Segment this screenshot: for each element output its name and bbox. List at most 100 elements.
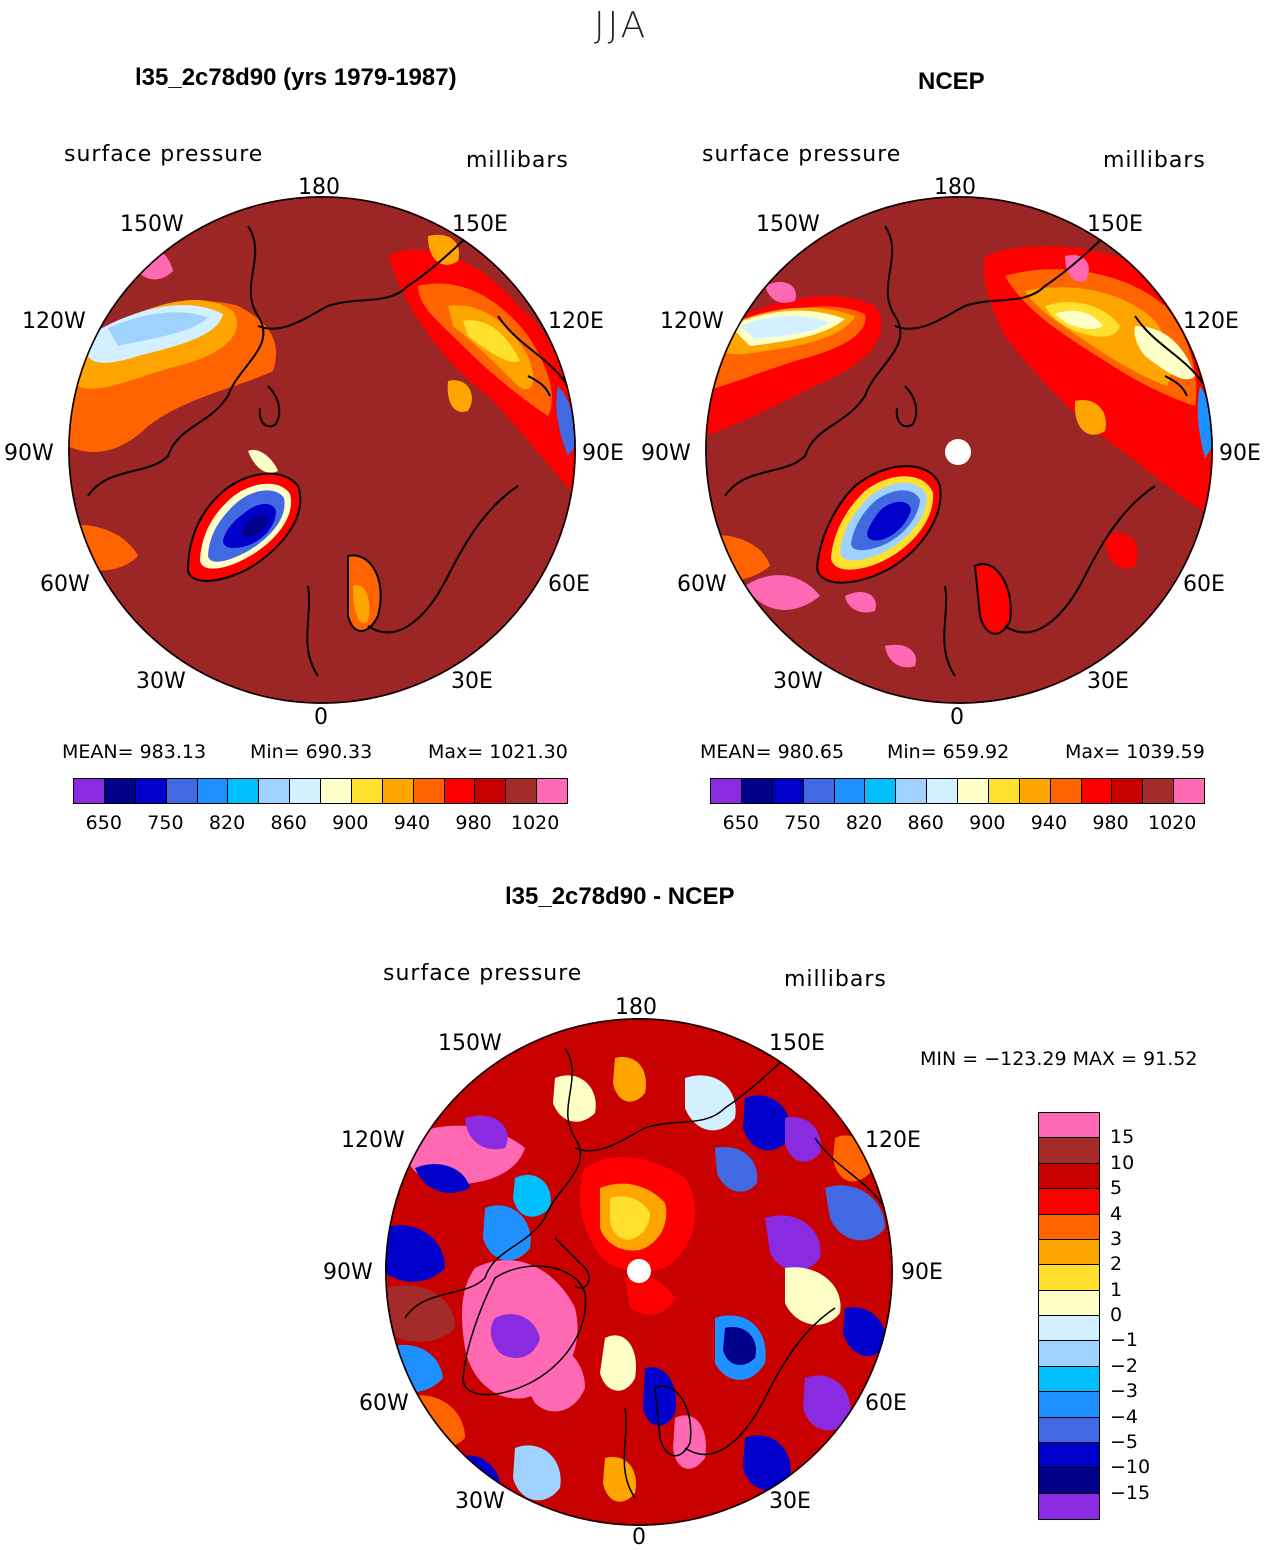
colorbar-swatch xyxy=(1039,1392,1099,1418)
colorbar-tick-label: 900 xyxy=(332,812,369,834)
colorbar-tick-label: 1 xyxy=(1110,1278,1123,1301)
colorbar-swatch xyxy=(1039,1138,1099,1164)
colorbar-tick-label: 15 xyxy=(1110,1126,1135,1149)
model-colorbar xyxy=(73,778,568,804)
colorbar-tick-label: −10 xyxy=(1110,1456,1151,1479)
colorbar-tick-label: 650 xyxy=(722,812,759,834)
diff-units-label: millibars xyxy=(784,967,887,992)
model-lon-150w-label: 150W xyxy=(120,212,184,237)
model-lon-90e-label: 90E xyxy=(582,441,624,466)
diff-lon-0-label: 0 xyxy=(632,1525,646,1550)
obs-lon-120e-label: 120E xyxy=(1183,309,1239,334)
model-mean-stat: MEAN= 983.13 xyxy=(62,741,207,763)
colorbar-swatch xyxy=(1039,1316,1099,1342)
obs-colorbar xyxy=(710,778,1205,804)
colorbar-tick-label: −1 xyxy=(1110,1329,1139,1352)
colorbar-swatch xyxy=(1174,779,1204,803)
colorbar-swatch xyxy=(290,779,321,803)
colorbar-swatch xyxy=(896,779,928,803)
colorbar-swatch xyxy=(1039,1214,1099,1240)
colorbar-tick-label: −2 xyxy=(1110,1354,1139,1377)
colorbar-swatch xyxy=(197,779,229,803)
obs-mean-stat: MEAN= 980.65 xyxy=(700,741,845,763)
colorbar-swatch xyxy=(1039,1265,1099,1291)
model-max-stat: Max= 1021.30 xyxy=(428,741,568,763)
colorbar-swatch xyxy=(74,779,105,803)
colorbar-swatch xyxy=(1039,1113,1099,1139)
colorbar-swatch xyxy=(135,779,167,803)
model-variable-label: surface pressure xyxy=(64,142,264,167)
colorbar-swatch xyxy=(1039,1442,1099,1469)
obs-lon-90w-label: 90W xyxy=(641,441,691,466)
obs-polar-map xyxy=(705,196,1213,704)
colorbar-swatch xyxy=(988,779,1020,803)
model-panel-title: l35_2c78d90 (yrs 1979-1987) xyxy=(135,64,457,91)
colorbar-tick-label: 650 xyxy=(85,812,122,834)
colorbar-tick-label: −5 xyxy=(1110,1430,1139,1453)
colorbar-tick-label: 3 xyxy=(1110,1227,1123,1250)
model-lon-90w-label: 90W xyxy=(4,441,54,466)
colorbar-swatch xyxy=(537,779,567,803)
colorbar-swatch xyxy=(1039,1290,1099,1316)
colorbar-swatch xyxy=(1039,1468,1099,1494)
colorbar-swatch xyxy=(711,779,742,803)
model-lon-120e-label: 120E xyxy=(548,309,604,334)
colorbar-tick-label: 980 xyxy=(1092,812,1129,834)
colorbar-tick-label: 820 xyxy=(845,812,883,834)
colorbar-swatch xyxy=(1039,1239,1099,1266)
model-lon-60e-label: 60E xyxy=(548,572,590,597)
diff-polar-map xyxy=(385,1018,893,1526)
obs-units-label: millibars xyxy=(1103,148,1206,173)
obs-lon-150e-label: 150E xyxy=(1087,212,1143,237)
model-lon-150e-label: 150E xyxy=(452,212,508,237)
colorbar-tick-label: 750 xyxy=(784,812,821,834)
colorbar-tick-label: 1020 xyxy=(1148,812,1197,834)
diff-colorbar xyxy=(1038,1112,1100,1520)
colorbar-swatch xyxy=(1039,1189,1099,1215)
obs-lon-0-label: 0 xyxy=(950,705,964,730)
season-title: JJA xyxy=(594,5,649,46)
diff-lon-60w-label: 60W xyxy=(359,1391,409,1416)
model-min-stat: Min= 690.33 xyxy=(250,741,373,763)
diff-lon-30w-label: 30W xyxy=(455,1489,505,1514)
colorbar-tick-label: 0 xyxy=(1110,1304,1123,1326)
colorbar-swatch xyxy=(1112,779,1144,803)
model-units-label: millibars xyxy=(466,148,569,173)
colorbar-swatch xyxy=(259,779,291,803)
colorbar-tick-label: 10 xyxy=(1110,1151,1135,1174)
diff-lon-180-label: 180 xyxy=(615,995,657,1020)
model-lon-180-label: 180 xyxy=(298,175,340,200)
obs-lon-90e-label: 90E xyxy=(1219,441,1261,466)
diff-variable-label: surface pressure xyxy=(383,961,583,986)
colorbar-tick-label: 940 xyxy=(1030,812,1068,834)
obs-panel-title: NCEP xyxy=(918,68,985,95)
diff-lon-150e-label: 150E xyxy=(769,1031,825,1056)
colorbar-swatch xyxy=(1039,1417,1099,1443)
colorbar-tick-label: 860 xyxy=(270,812,307,834)
obs-lon-150w-label: 150W xyxy=(756,212,820,237)
colorbar-swatch xyxy=(444,779,476,803)
obs-variable-label: surface pressure xyxy=(702,142,902,167)
obs-lon-60e-label: 60E xyxy=(1183,572,1225,597)
obs-lon-60w-label: 60W xyxy=(677,572,727,597)
diff-lon-60e-label: 60E xyxy=(865,1391,907,1416)
colorbar-swatch xyxy=(1039,1163,1099,1190)
colorbar-swatch xyxy=(772,779,804,803)
model-polar-map xyxy=(68,196,576,704)
colorbar-swatch xyxy=(834,779,866,803)
colorbar-swatch xyxy=(166,779,198,803)
colorbar-swatch xyxy=(382,779,414,803)
colorbar-tick-label: 1020 xyxy=(511,812,560,834)
colorbar-swatch xyxy=(228,779,260,803)
colorbar-tick-label: 820 xyxy=(208,812,246,834)
diff-lon-120e-label: 120E xyxy=(865,1128,921,1153)
obs-lon-30w-label: 30W xyxy=(773,669,823,694)
colorbar-swatch xyxy=(104,779,136,803)
colorbar-tick-label: −15 xyxy=(1110,1481,1151,1504)
colorbar-tick-label: 750 xyxy=(147,812,184,834)
colorbar-swatch xyxy=(1039,1341,1099,1367)
colorbar-swatch xyxy=(927,779,958,803)
diff-lon-90w-label: 90W xyxy=(323,1260,373,1285)
diff-lon-150w-label: 150W xyxy=(438,1031,502,1056)
colorbar-swatch xyxy=(321,779,352,803)
